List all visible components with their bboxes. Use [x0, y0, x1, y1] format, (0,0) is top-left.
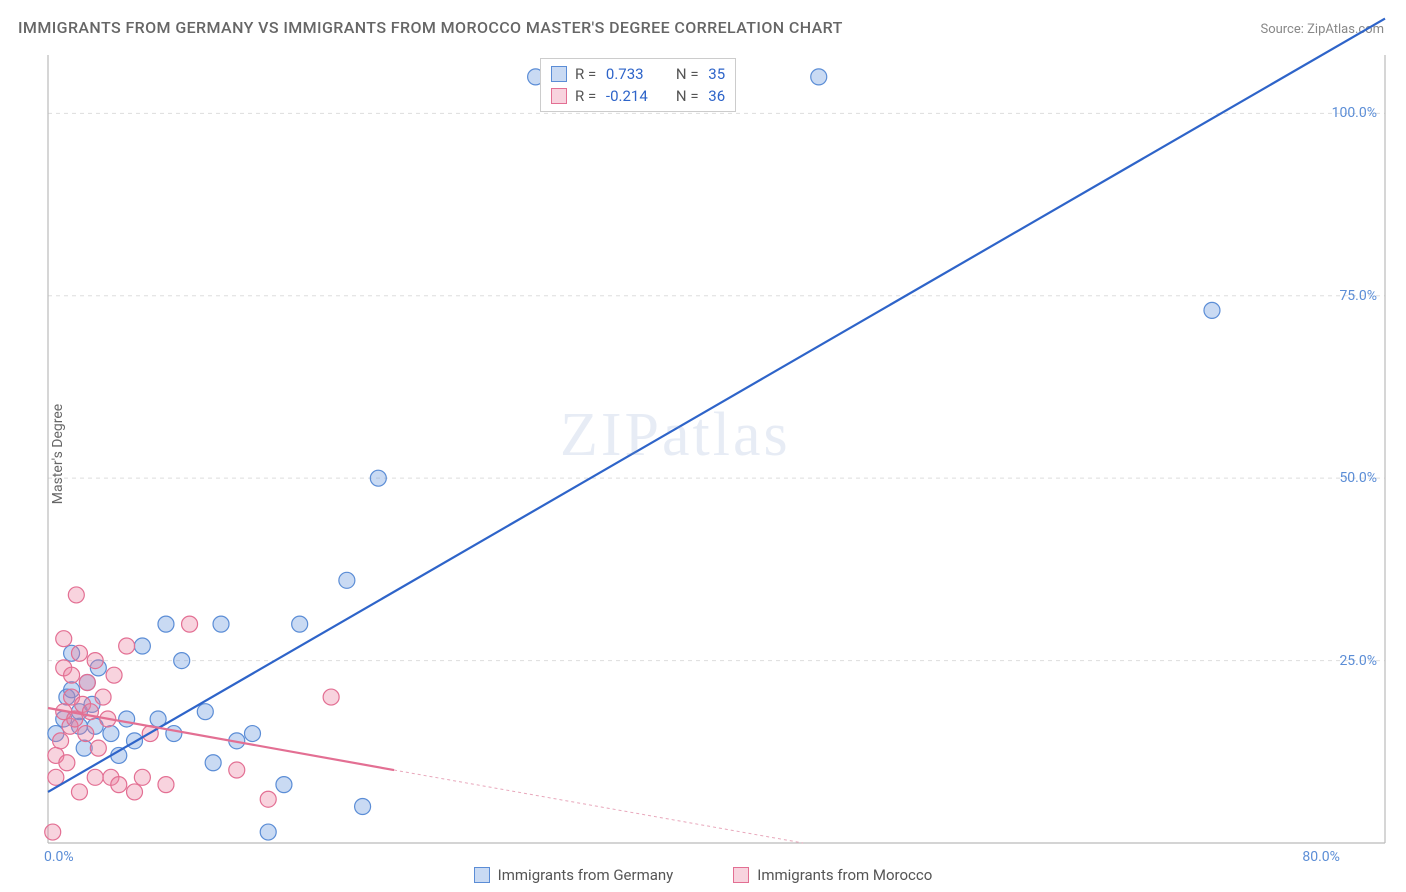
legend-swatch — [551, 88, 567, 104]
legend-label: Immigrants from Morocco — [757, 866, 932, 884]
legend-swatch — [474, 867, 490, 883]
legend-swatch — [551, 66, 567, 82]
series-legend: Immigrants from Germany Immigrants from M… — [0, 866, 1406, 884]
y-tick-label: 75.0% — [1339, 288, 1377, 304]
legend-item: Immigrants from Germany — [474, 866, 674, 884]
y-tick-label: 100.0% — [1332, 105, 1377, 121]
x-tick-label: 80.0% — [1302, 849, 1340, 865]
corr-legend-text: R = 0.733N = 35 — [575, 65, 725, 83]
corr-legend-row: R = -0.214N = 36 — [551, 85, 725, 107]
legend-label: Immigrants from Germany — [498, 866, 674, 884]
chart-container: IMMIGRANTS FROM GERMANY VS IMMIGRANTS FR… — [0, 0, 1406, 892]
scatter-plot — [0, 0, 1406, 892]
corr-legend-row: R = 0.733N = 35 — [551, 63, 725, 85]
y-tick-label: 25.0% — [1339, 653, 1377, 669]
legend-swatch — [733, 867, 749, 883]
corr-legend-text: R = -0.214N = 36 — [575, 87, 725, 105]
legend-item: Immigrants from Morocco — [733, 866, 932, 884]
correlation-legend: R = 0.733N = 35 R = -0.214N = 36 — [540, 58, 736, 112]
x-tick-label: 0.0% — [44, 849, 74, 865]
y-tick-label: 50.0% — [1339, 470, 1377, 486]
